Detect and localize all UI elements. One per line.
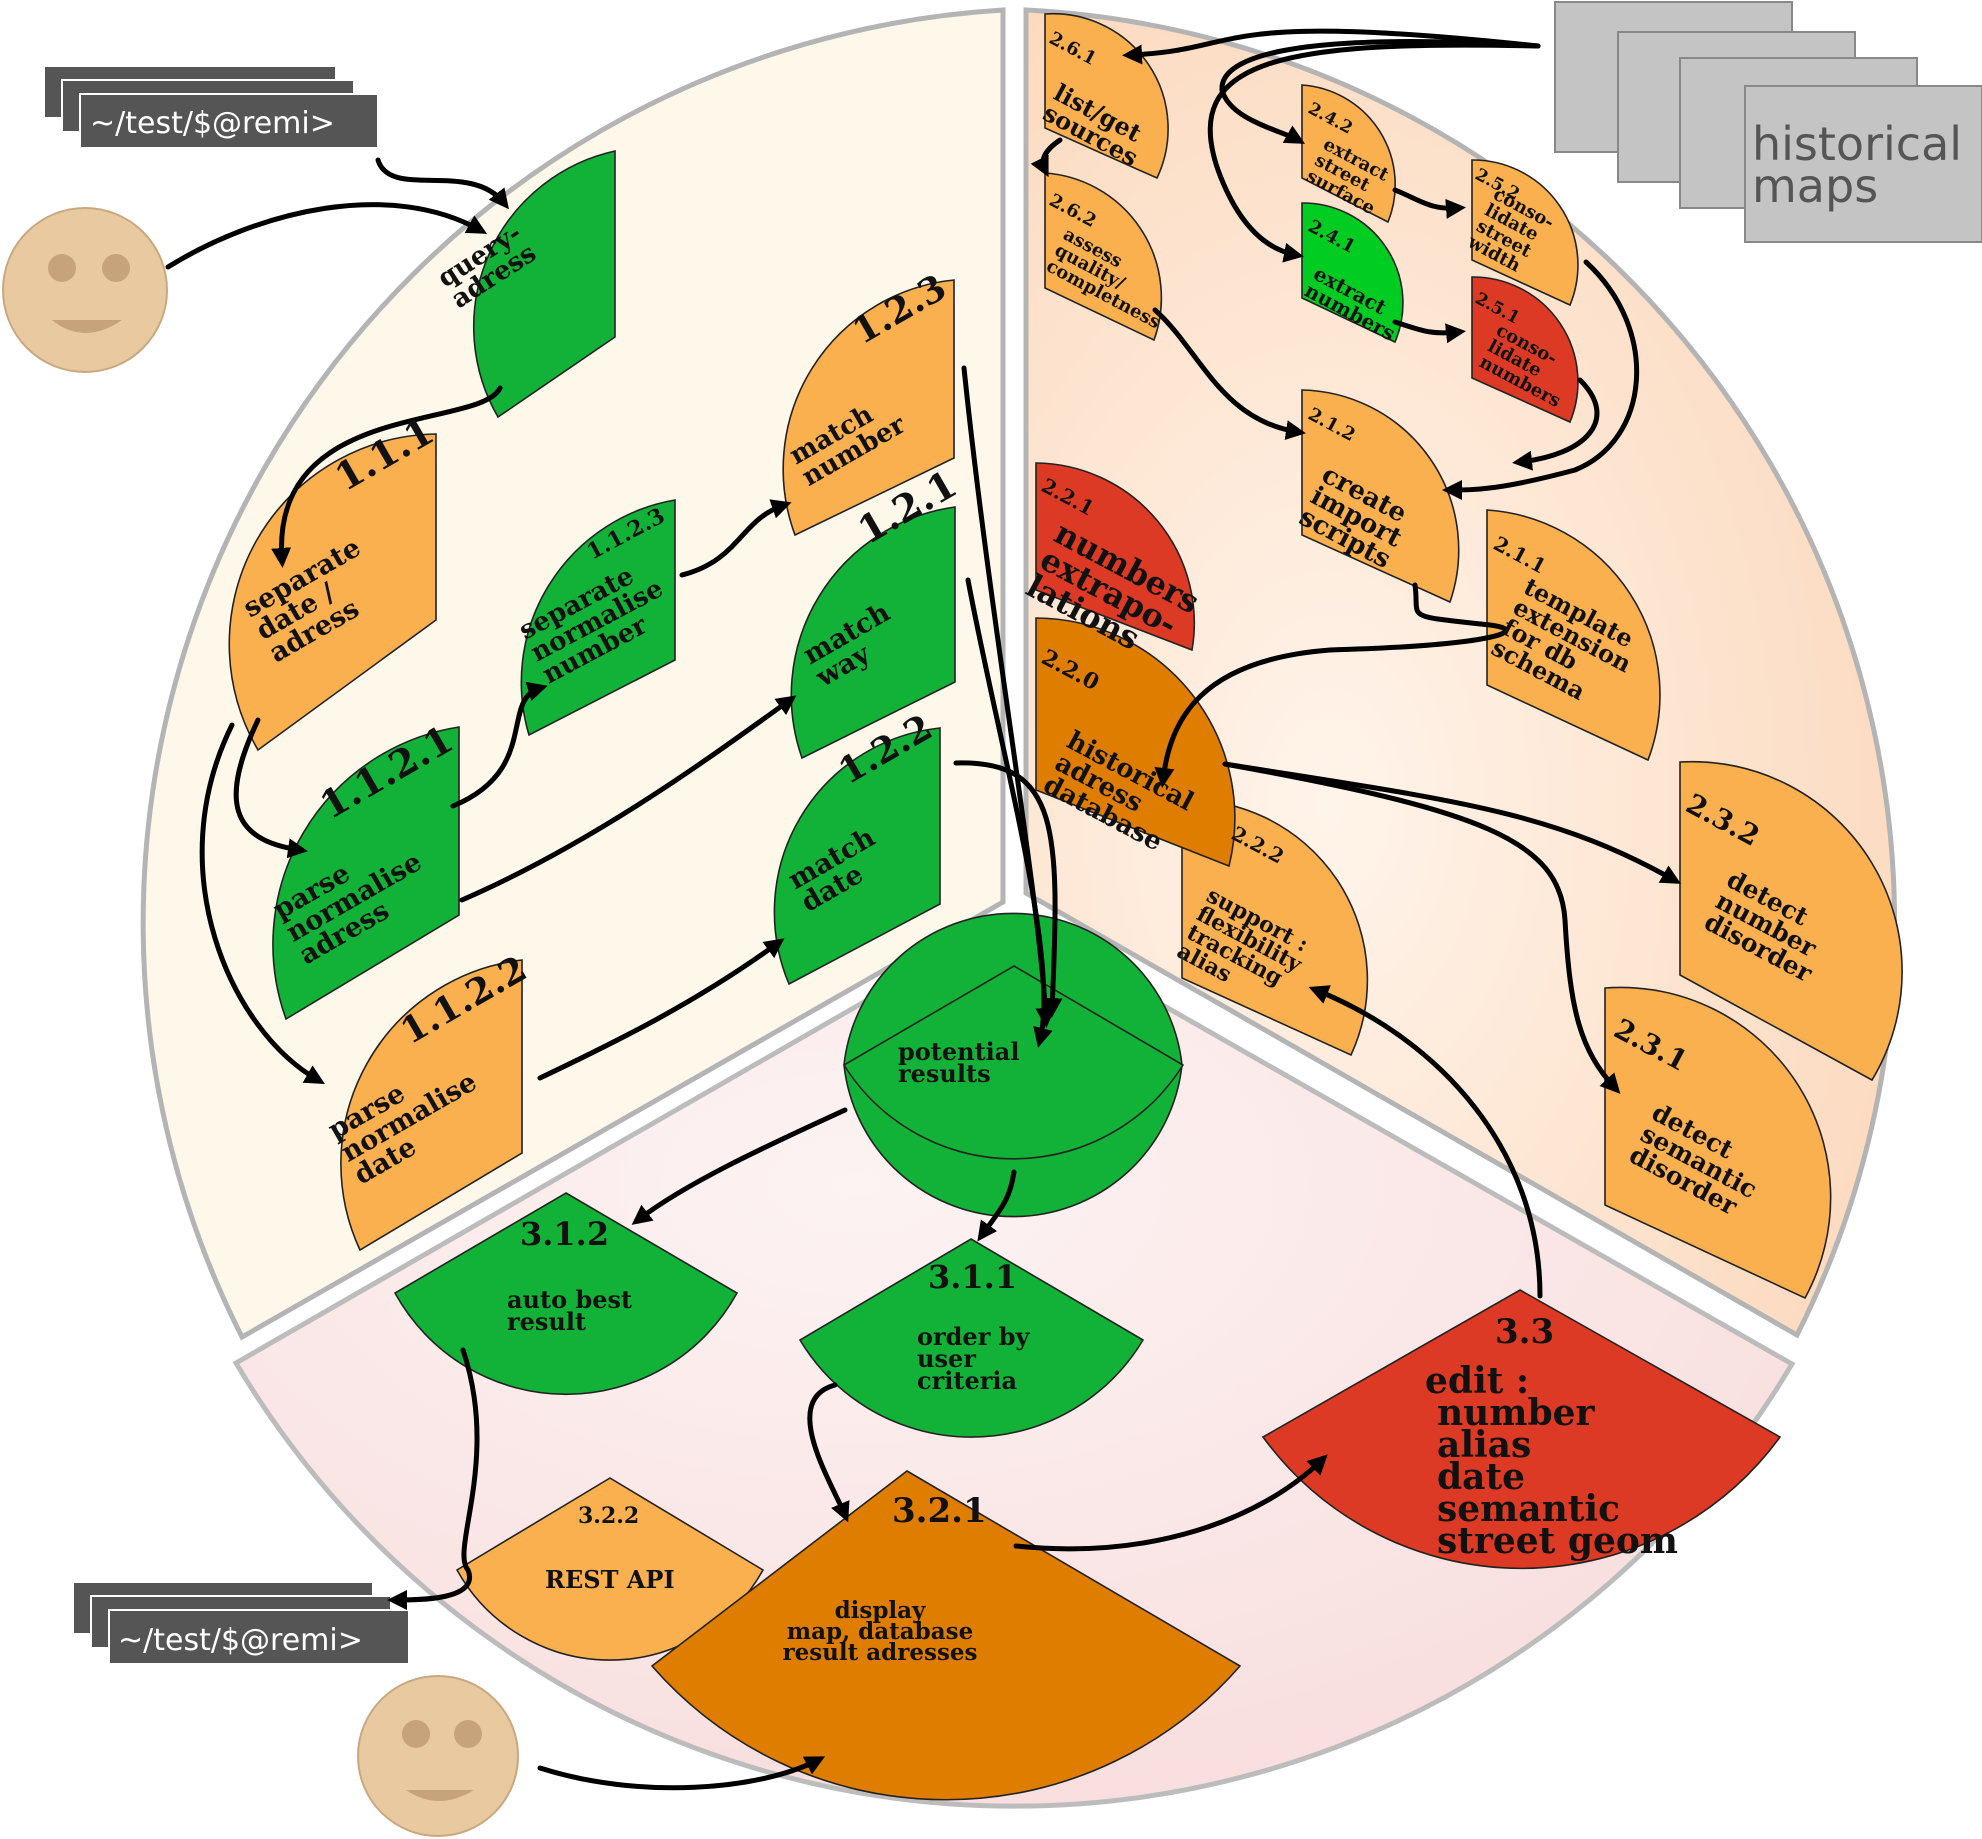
- node-id-label: 3.2.1: [892, 1491, 987, 1531]
- node-text-line: potential: [898, 1037, 1019, 1066]
- node-1-1-2-3: [520, 499, 676, 737]
- node-1-2-1: [790, 506, 956, 760]
- node-3-2-1: [650, 1470, 1242, 1801]
- node-3-1-2: [393, 1192, 739, 1396]
- node-text-line: result: [507, 1307, 586, 1336]
- node-id-label: 3.1.1: [928, 1258, 1017, 1296]
- node-query-adress: [472, 150, 616, 419]
- node-2-2-1: [1035, 462, 1196, 652]
- node-id-label: 3.2.2: [578, 1503, 639, 1529]
- maps-label-line1: historical: [1752, 117, 1962, 171]
- historical-maps-icon: historical maps: [1554, 1, 1982, 243]
- node-text-label: order by user criteria: [917, 1322, 1030, 1395]
- node-text-line: number: [1437, 1392, 1596, 1434]
- node-2-3-2: [1679, 760, 1903, 1082]
- node-text-line: criteria: [917, 1366, 1017, 1395]
- node-text-line: map, database: [787, 1618, 973, 1645]
- node-text-label: edit : number alias date semantic street geom: [1425, 1360, 1678, 1562]
- node-text-line: auto best: [507, 1285, 632, 1314]
- terminal-icon-top: ~/test/$@remi>: [43, 65, 379, 149]
- node-2-1-1: [1486, 509, 1661, 762]
- user-face-icon-bottom: [357, 1675, 519, 1837]
- node-potential-results-shape: [842, 965, 1185, 1160]
- node-text-line: semantic: [1437, 1488, 1620, 1530]
- node-text-line: edit :: [1425, 1360, 1529, 1402]
- node-text-label: auto best result: [507, 1285, 632, 1336]
- node-1-1-2-2: [340, 959, 523, 1252]
- node-text-line: user: [917, 1344, 976, 1373]
- node-2-5-2: [1471, 159, 1579, 307]
- node-id-label: 3.3: [1495, 1312, 1554, 1352]
- arrows: [165, 28, 1681, 1791]
- node-id-label: 3.1.2: [520, 1215, 609, 1253]
- maps-label-line2: maps: [1752, 159, 1878, 213]
- node-3-1-1: [798, 1238, 1145, 1438]
- node-text-label: REST API: [545, 1565, 675, 1594]
- node-2-6-2: [1044, 172, 1163, 342]
- terminal-icon-bottom: ~/test/$@remi>: [72, 1581, 410, 1665]
- node-2-5-1: [1471, 276, 1579, 424]
- user-face-icon-top: [2, 207, 168, 373]
- node-2-3-1: [1604, 986, 1832, 1300]
- node-text-line: order by: [917, 1322, 1030, 1351]
- node-text-label: list/getsources: [1038, 78, 1153, 172]
- terminal-prompt-text: ~/test/$@remi>: [118, 1623, 363, 1658]
- node-text-label: display map, database result adresses: [782, 1597, 977, 1666]
- node-2-1-2: [1301, 389, 1460, 604]
- node-2-2-0: [1035, 617, 1236, 868]
- node-text-line: alias: [1437, 1424, 1531, 1466]
- node-3-3: [1261, 1289, 1782, 1570]
- node-text-line: REST API: [545, 1565, 675, 1594]
- node-1-1-1: [228, 433, 437, 752]
- node-text-line: street geom: [1437, 1520, 1678, 1562]
- node-text-label: potential results: [898, 1037, 1019, 1088]
- node-text-line: results: [898, 1059, 991, 1088]
- node-2-4-1: [1301, 202, 1404, 344]
- node-text-line: result adresses: [782, 1639, 977, 1666]
- node-2-4-2: [1301, 84, 1396, 224]
- node-text-line: display: [835, 1597, 926, 1624]
- terminal-prompt-text: ~/test/$@remi>: [90, 106, 335, 141]
- node-text-line: date: [1437, 1456, 1525, 1498]
